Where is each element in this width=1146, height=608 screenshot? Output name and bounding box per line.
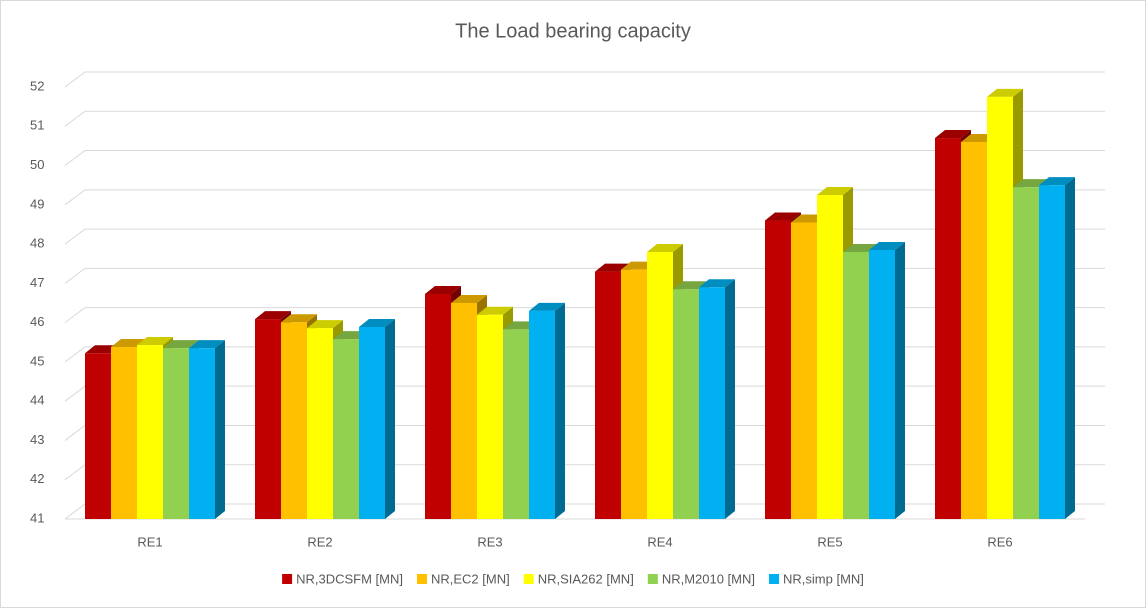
bar-front (307, 328, 333, 519)
bar-front (961, 141, 987, 519)
bar-top (255, 311, 291, 320)
bar-front (163, 348, 189, 519)
bar-top (1039, 177, 1075, 186)
bar-side (385, 318, 395, 519)
chart-title: The Load bearing capacity (455, 20, 691, 42)
y-tick-label: 47 (30, 275, 44, 290)
bar-front (647, 251, 673, 520)
x-tick-label: RE2 (307, 534, 332, 549)
grid-line (64, 189, 1105, 206)
x-tick-label: RE1 (137, 534, 162, 549)
bar-top (163, 340, 199, 349)
legend-swatch (647, 574, 658, 584)
bar-side (895, 241, 905, 519)
bar-top (935, 130, 971, 139)
bar-front (869, 249, 895, 519)
bar-front (765, 220, 791, 519)
grid-line (64, 110, 1105, 127)
bar-front (451, 303, 477, 519)
bar-front (791, 222, 817, 519)
legend-label: NR,3DCSFM [MN] (296, 571, 403, 586)
y-tick-label: 50 (30, 157, 44, 172)
x-tick-label: RE6 (987, 534, 1012, 549)
bar-side (725, 279, 735, 519)
x-tick-label: RE3 (477, 534, 502, 549)
bar-top (451, 295, 487, 303)
bar (189, 340, 225, 519)
y-tick-label: 46 (30, 314, 44, 329)
legend-swatch (282, 574, 293, 584)
grid-line (64, 71, 1105, 88)
bar-front (359, 326, 385, 519)
bar-front (281, 322, 307, 519)
legend-label: NR,M2010 [MN] (662, 571, 755, 586)
bar-front (137, 345, 163, 519)
bar-top (529, 302, 565, 311)
bar-front (673, 289, 699, 519)
bar-front (503, 329, 529, 519)
bar-top (765, 212, 801, 221)
bar-top (699, 279, 735, 288)
bar-top (137, 337, 173, 346)
bar-front (85, 353, 111, 519)
bar-front (987, 96, 1013, 520)
bar-top (281, 314, 317, 323)
bar-side (555, 302, 565, 519)
bar-top (647, 243, 683, 252)
bar-top (189, 340, 225, 349)
bar-top (477, 306, 513, 315)
bar (699, 279, 735, 519)
y-tick-label: 41 (30, 510, 44, 525)
bar-top (359, 318, 395, 327)
x-tick-label: RE5 (817, 534, 842, 549)
bar (869, 241, 905, 519)
legend-label: NR,SIA262 [MN] (538, 571, 634, 586)
bar-front (477, 314, 503, 519)
bar-front (621, 269, 647, 519)
bar-front (189, 348, 215, 519)
y-tick-label: 45 (30, 353, 44, 368)
bar-side (215, 340, 225, 519)
y-tick-label: 52 (30, 78, 44, 93)
y-tick-label: 51 (30, 118, 44, 133)
legend-swatch (769, 574, 780, 584)
bar (529, 302, 565, 519)
legend-label: NR,simp [MN] (783, 571, 864, 586)
bar-front (817, 195, 843, 519)
y-tick-label: 44 (30, 393, 44, 408)
y-tick-label: 49 (30, 196, 44, 211)
bar-front (333, 339, 359, 519)
bar-front (935, 138, 961, 519)
bar-top (817, 187, 853, 195)
bar-side (1065, 177, 1075, 519)
grid-line (64, 150, 1105, 166)
bar-front (1013, 187, 1039, 520)
legend-swatch (523, 574, 534, 584)
bar-front (425, 293, 451, 519)
legend-label: NR,EC2 [MN] (431, 571, 510, 586)
bar-front (111, 346, 137, 519)
bar-top (425, 285, 461, 294)
bar (359, 318, 395, 519)
bar-front (1039, 185, 1065, 519)
bar-front (699, 287, 725, 519)
bar-top (307, 320, 343, 329)
bar-top (869, 241, 905, 250)
bar-front (843, 251, 869, 520)
bar-front (255, 319, 281, 519)
x-tick-label: RE4 (647, 534, 672, 549)
bar-front (595, 271, 621, 519)
bar-front (529, 310, 555, 519)
bar-top (987, 88, 1023, 97)
legend-swatch (416, 574, 427, 584)
y-tick-label: 42 (30, 471, 44, 486)
bar (1039, 177, 1075, 519)
y-tick-label: 43 (30, 432, 44, 447)
y-tick-label: 48 (30, 236, 44, 251)
